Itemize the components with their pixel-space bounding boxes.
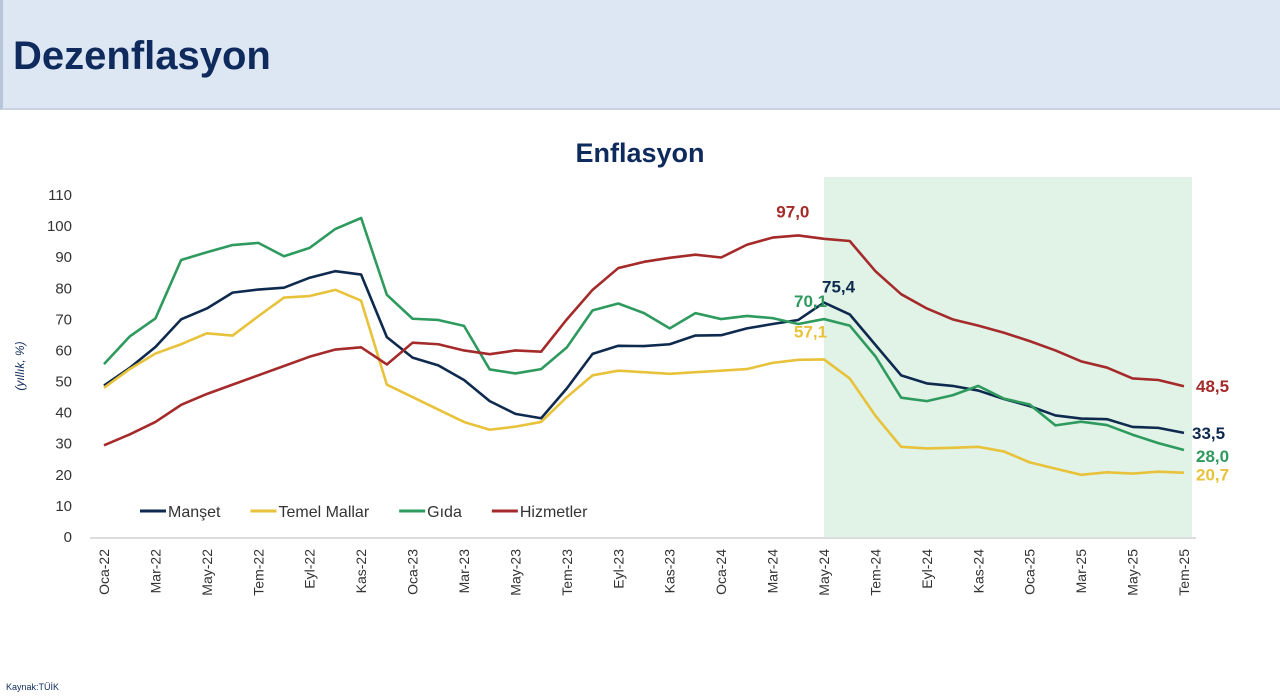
- y-tick-label: 110: [48, 187, 72, 204]
- x-tick-label: Mar-25: [1073, 549, 1089, 594]
- x-tick-label: May-23: [507, 549, 523, 596]
- source-note: Kaynak:TÜİK: [6, 682, 60, 692]
- series-line-temel-mallar: [103, 288, 1185, 477]
- y-tick-label: 60: [55, 342, 72, 359]
- x-tick-label: Oca-23: [405, 549, 421, 595]
- data-label: 20,7: [1196, 466, 1229, 485]
- series-line-hizmetler: [103, 234, 1185, 447]
- x-tick-label: May-25: [1125, 549, 1141, 596]
- x-tick-label: Eyl-22: [302, 549, 318, 589]
- y-tick-label: 80: [55, 280, 72, 297]
- legend-item: Hizmetler: [520, 504, 588, 521]
- data-label: 33,5: [1192, 424, 1225, 443]
- x-tick-label: Mar-23: [456, 549, 472, 594]
- x-tick-label: Tem-24: [867, 549, 883, 596]
- chart-title: Enflasyon: [575, 138, 705, 168]
- data-label: 28,0: [1196, 447, 1229, 466]
- x-tick-label: Eyl-23: [610, 549, 626, 589]
- x-tick-label: Mar-22: [147, 549, 163, 594]
- shaded-region: [824, 177, 1192, 537]
- page-title: Dezenflasyon: [13, 34, 271, 78]
- x-tick-label: Tem-22: [250, 549, 266, 596]
- slide-header: Dezenflasyon: [0, 0, 1280, 110]
- x-tick-label: Tem-25: [1176, 549, 1192, 596]
- y-tick-label: 70: [55, 311, 72, 328]
- x-tick-label: Kas-23: [662, 549, 678, 594]
- y-tick-label: 50: [55, 374, 72, 391]
- y-tick-label: 0: [64, 529, 72, 546]
- y-tick-label: 90: [55, 249, 72, 266]
- series-line-gıda: [103, 216, 1185, 452]
- x-tick-label: Mar-24: [765, 549, 781, 594]
- x-tick-label: Kas-22: [353, 549, 369, 594]
- x-tick-label: Oca-22: [96, 549, 112, 595]
- x-tick-label: May-24: [816, 549, 832, 596]
- y-tick-label: 30: [55, 436, 72, 453]
- legend-item: Temel Mallar: [278, 504, 369, 521]
- x-tick-label: Oca-25: [1022, 549, 1038, 595]
- y-axis-label: (yıllık, %): [13, 341, 27, 390]
- y-tick-label: 20: [55, 467, 72, 484]
- data-label: 48,5: [1196, 377, 1229, 396]
- legend-item: Gıda: [427, 504, 462, 521]
- y-tick-label: 100: [47, 218, 72, 235]
- x-tick-label: Kas-24: [970, 549, 986, 594]
- data-label: 97,0: [776, 202, 809, 221]
- legend-item: Manşet: [168, 504, 221, 521]
- x-tick-label: Eyl-24: [919, 549, 935, 589]
- y-tick-label: 10: [55, 498, 72, 515]
- x-tick-label: May-22: [199, 549, 215, 596]
- data-label: 75,4: [822, 278, 856, 297]
- data-label: 57,1: [794, 322, 827, 341]
- x-tick-label: Tem-23: [559, 549, 575, 596]
- x-tick-label: Oca-24: [713, 549, 729, 595]
- data-label: 70,1: [794, 292, 827, 311]
- y-tick-label: 40: [55, 405, 72, 422]
